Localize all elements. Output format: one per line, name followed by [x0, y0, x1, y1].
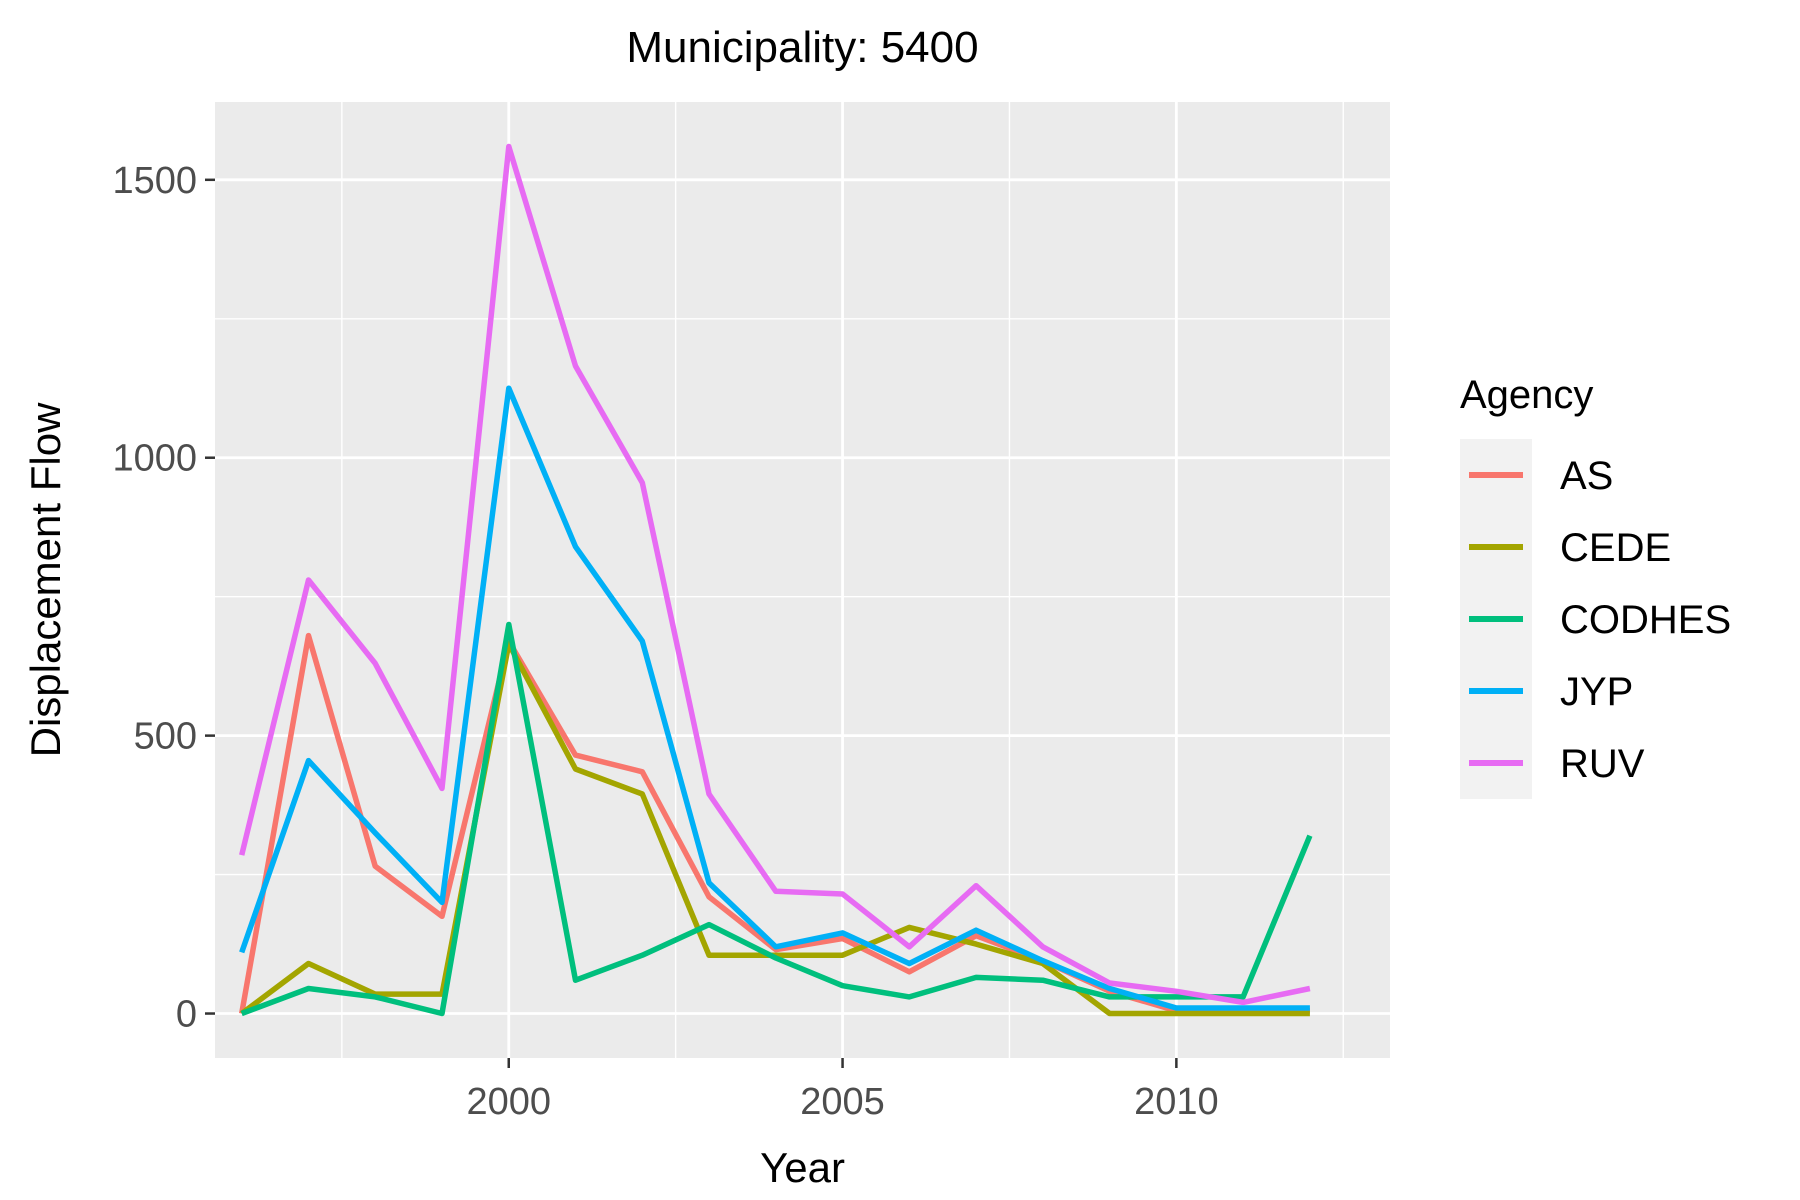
- legend-label: CEDE: [1560, 526, 1671, 570]
- legend-item-as: AS: [1469, 454, 1613, 498]
- y-axis-title: Displacement Flow: [22, 402, 69, 757]
- y-tick-label: 1500: [112, 160, 197, 202]
- legend-item-codhes: CODHES: [1469, 598, 1731, 642]
- legend-items: AS CEDE CODHES JYP RUV: [1469, 454, 1731, 786]
- x-tick-label: 2005: [800, 1081, 885, 1123]
- legend-item-ruv: RUV: [1469, 742, 1645, 786]
- series-line-ruv: [239, 143, 1311, 1006]
- chart-title: Municipality: 5400: [626, 23, 978, 72]
- legend-item-cede: CEDE: [1469, 526, 1671, 570]
- legend: Agency AS CEDE CODHES JYP RUV: [1460, 373, 1731, 799]
- legend-label: CODHES: [1560, 598, 1731, 642]
- y-tick-label: 1000: [112, 438, 197, 480]
- legend-item-jyp: JYP: [1469, 670, 1633, 714]
- legend-title: Agency: [1460, 373, 1593, 417]
- series-line-jyp: [239, 385, 1310, 1011]
- legend-label: AS: [1560, 454, 1613, 498]
- legend-label: RUV: [1560, 742, 1645, 786]
- y-axis: 0 500 1000 1500: [112, 160, 215, 1036]
- x-axis: 2000 2005 2010: [466, 1058, 1219, 1123]
- y-tick-label: 500: [134, 716, 197, 758]
- grid-lines: [215, 102, 1390, 1058]
- legend-label: JYP: [1560, 670, 1633, 714]
- plot-panel: [215, 102, 1390, 1058]
- series-lines: [238, 143, 1313, 1017]
- x-axis-title: Year: [760, 1144, 845, 1191]
- x-tick-label: 2010: [1134, 1081, 1219, 1123]
- x-tick-label: 2000: [466, 1081, 551, 1123]
- y-tick-label: 0: [176, 994, 197, 1036]
